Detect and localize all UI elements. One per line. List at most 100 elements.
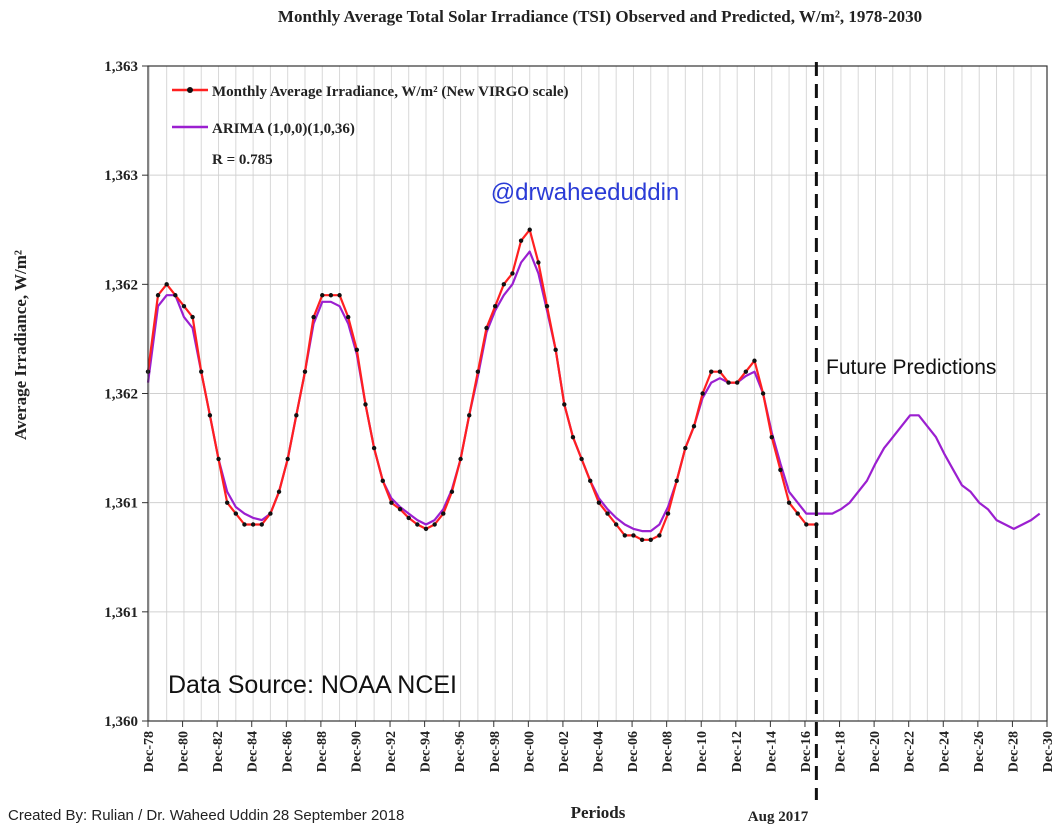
observed-data-point bbox=[406, 515, 411, 521]
observed-data-point bbox=[190, 314, 195, 320]
observed-data-point bbox=[579, 456, 584, 462]
x-tick-label: Dec-10 bbox=[695, 731, 710, 772]
observed-data-point bbox=[804, 522, 809, 527]
y-tick-label: 1,362 bbox=[104, 277, 138, 293]
x-tick-label: Dec-02 bbox=[557, 731, 572, 772]
x-axis-ticks: Dec-78 Dec-80 Dec-82 Dec-84 Dec-86 Dec-88 Dec-… bbox=[142, 721, 1056, 772]
y-tick-label: 1,363 bbox=[104, 168, 138, 184]
x-tick-label: Dec-82 bbox=[211, 731, 226, 772]
observed-data-point bbox=[518, 238, 524, 243]
observed-data-point bbox=[155, 293, 161, 298]
observed-data-point bbox=[734, 380, 740, 385]
x-tick-label: Dec-14 bbox=[764, 731, 779, 772]
observed-data-point bbox=[605, 511, 610, 516]
observed-data-point bbox=[458, 456, 463, 462]
y-axis-label: Average Irradiance, W/m² bbox=[11, 250, 30, 440]
x-tick-label: Dec-90 bbox=[349, 731, 364, 772]
observed-data-point bbox=[631, 533, 636, 538]
observed-data-point bbox=[276, 489, 282, 494]
observed-data-point bbox=[173, 293, 178, 298]
series-line-observed bbox=[146, 228, 817, 541]
observed-data-point bbox=[216, 456, 221, 462]
x-tick-label: Dec-06 bbox=[626, 731, 641, 772]
observed-data-point bbox=[544, 303, 550, 309]
observed-data-point bbox=[536, 260, 541, 265]
observed-data-point bbox=[423, 526, 429, 532]
observed-data-point bbox=[294, 413, 299, 418]
observed-data-point bbox=[588, 478, 593, 484]
observed-data-point bbox=[199, 369, 204, 374]
observed-data-point bbox=[752, 358, 757, 363]
x-tick-label: Dec-98 bbox=[488, 731, 503, 772]
observed-data-point bbox=[432, 522, 437, 527]
plot-frame bbox=[147, 65, 1048, 722]
observed-data-point bbox=[613, 522, 619, 527]
observed-data-point bbox=[337, 293, 342, 298]
observed-data-point bbox=[467, 413, 472, 418]
observed-data-point bbox=[484, 325, 489, 331]
series-layer bbox=[145, 227, 1041, 542]
chart-title: Monthly Average Total Solar Irradiance (… bbox=[278, 7, 922, 26]
legend-label-arima: ARIMA (1,0,0)(1,0,36) bbox=[212, 121, 355, 137]
x-tick-label: Dec-08 bbox=[661, 731, 676, 772]
observed-data-point bbox=[346, 314, 351, 320]
y-tick-label: 1,362 bbox=[104, 387, 138, 403]
observed-data-point bbox=[268, 511, 273, 516]
observed-data-point bbox=[181, 303, 187, 309]
observed-data-point bbox=[683, 445, 688, 451]
observed-data-point bbox=[527, 227, 532, 232]
observed-data-point bbox=[259, 522, 264, 527]
observed-data-point bbox=[570, 434, 576, 440]
observed-data-point bbox=[665, 511, 671, 516]
observed-data-point bbox=[441, 511, 446, 516]
observed-data-point bbox=[717, 369, 723, 374]
observed-data-point bbox=[760, 391, 766, 396]
observed-data-point bbox=[475, 369, 481, 374]
x-tick-label: Dec-16 bbox=[799, 731, 814, 772]
handle-annotation: @drwaheeduddin bbox=[491, 179, 680, 206]
observed-data-point bbox=[553, 347, 558, 353]
observed-data-point bbox=[492, 303, 498, 309]
observed-data-point bbox=[389, 500, 394, 505]
grid-lines bbox=[148, 65, 1047, 722]
observed-data-point bbox=[371, 445, 377, 451]
observed-data-point bbox=[311, 314, 316, 320]
legend-marker-observed bbox=[187, 87, 193, 93]
x-tick-label: Dec-96 bbox=[453, 731, 468, 772]
observed-data-point bbox=[250, 522, 256, 527]
observed-data-point bbox=[207, 413, 213, 418]
observed-data-point bbox=[233, 511, 239, 516]
observed-data-point bbox=[648, 537, 653, 542]
x-tick-label: Dec-18 bbox=[834, 731, 849, 772]
observed-data-point bbox=[302, 369, 308, 374]
observed-data-point bbox=[320, 293, 325, 298]
observed-data-point bbox=[285, 456, 290, 462]
observed-data-point bbox=[397, 507, 403, 512]
observed-data-point bbox=[415, 522, 420, 527]
observed-data-point bbox=[242, 522, 247, 527]
x-tick-label: Dec-78 bbox=[142, 731, 157, 772]
x-tick-label: Dec-30 bbox=[1041, 731, 1056, 772]
x-tick-label: Dec-00 bbox=[522, 731, 537, 772]
x-tick-label: Dec-92 bbox=[384, 731, 399, 772]
x-tick-label: Dec-94 bbox=[419, 731, 434, 772]
x-tick-label: Dec-04 bbox=[592, 731, 607, 772]
observed-data-point bbox=[657, 533, 662, 538]
observed-data-point bbox=[510, 271, 515, 276]
observed-data-point bbox=[354, 347, 360, 353]
observed-data-point bbox=[726, 380, 731, 385]
y-tick-label: 1,360 bbox=[104, 714, 138, 730]
x-tick-label: Dec-12 bbox=[730, 731, 745, 772]
y-axis-ticks: 1,360 1,361 1,361 1,362 1,362 1,363 1,363 bbox=[104, 59, 148, 730]
observed-data-point bbox=[596, 500, 602, 505]
x-tick-label: Dec-86 bbox=[280, 731, 295, 772]
observed-data-point bbox=[224, 500, 230, 505]
y-tick-label: 1,361 bbox=[104, 605, 138, 621]
observed-data-point bbox=[380, 478, 385, 484]
x-tick-label: Dec-24 bbox=[937, 731, 952, 772]
observed-data-point bbox=[501, 282, 506, 287]
x-tick-label: Dec-84 bbox=[246, 731, 261, 772]
y-tick-label: 1,361 bbox=[104, 496, 138, 512]
divider-date-label: Aug 2017 bbox=[748, 809, 809, 825]
